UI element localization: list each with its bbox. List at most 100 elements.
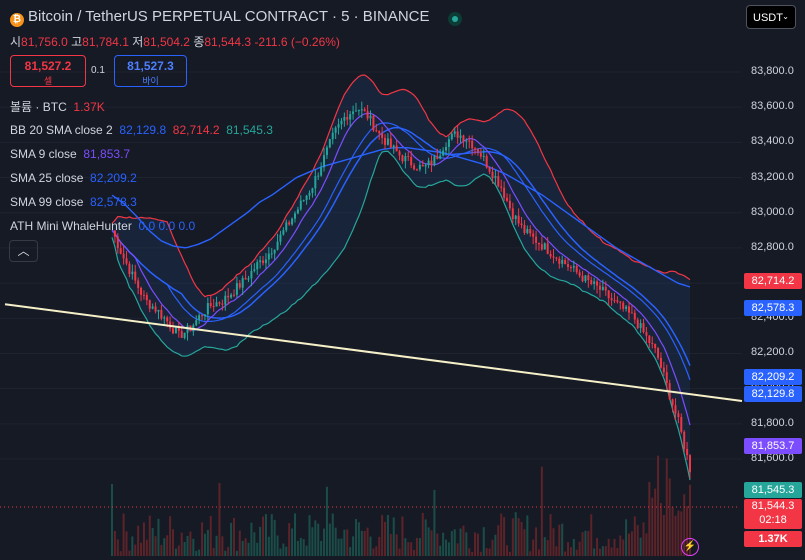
candle-body — [299, 200, 302, 210]
volume-bar — [561, 523, 564, 556]
volume-bar — [433, 489, 436, 556]
candle-body — [384, 137, 387, 145]
volume-bar — [276, 535, 279, 556]
legend-ath-whalehunter[interactable]: ATH Mini WhaleHunter 0.0 0.0 0.0 — [10, 219, 196, 233]
lightning-icon[interactable]: ⚡ — [681, 538, 699, 556]
candle-body — [584, 275, 587, 282]
legend-sma99[interactable]: SMA 99 close 82,578.3 — [10, 195, 137, 209]
volume-bar — [398, 548, 401, 556]
volume-bar — [270, 514, 273, 556]
candle-body — [369, 115, 372, 119]
volume-bar — [209, 515, 212, 556]
volume-bar — [581, 532, 584, 556]
volume-bar — [468, 548, 471, 556]
volume-bar — [288, 523, 291, 556]
volume-bar — [636, 525, 639, 556]
volume-bar — [549, 514, 552, 556]
candle-body — [503, 187, 506, 198]
volume-bar — [378, 536, 381, 556]
volume-bar — [314, 520, 317, 556]
candle-body — [325, 147, 328, 156]
volume-bar — [601, 546, 604, 556]
volume-bar — [363, 530, 366, 556]
volume-bar — [558, 524, 561, 556]
volume-bar — [659, 503, 662, 556]
volume-bar — [625, 519, 628, 556]
volume-bar — [514, 512, 517, 556]
currency-select[interactable]: USDT ⌄ — [746, 5, 796, 29]
volume-bar — [488, 548, 491, 556]
candle-body — [148, 300, 151, 309]
ohlc-readout: 시81,756.0 고81,784.1 저81,504.2 종81,544.3 … — [10, 35, 340, 49]
sell-button[interactable]: 81,527.2 셀 — [10, 55, 86, 87]
candle-body — [183, 332, 186, 338]
legend-sma9[interactable]: SMA 9 close 81,853.7 — [10, 147, 131, 161]
volume-bar — [119, 551, 122, 556]
candle-body — [122, 253, 125, 259]
candle-body — [328, 139, 331, 148]
candle-body — [253, 269, 256, 271]
candle-body — [587, 275, 590, 281]
candle-body — [247, 278, 250, 280]
candle-body — [349, 114, 352, 120]
bitcoin-icon: ₿ — [10, 13, 24, 27]
volume-bar — [628, 533, 631, 556]
y-tick-label: 83,600.0 — [751, 100, 794, 113]
volume-bar — [616, 547, 619, 556]
volume-bar — [122, 513, 125, 556]
candle-body — [517, 215, 520, 224]
legend-bb[interactable]: BB 20 SMA close 2 82,129.8 82,714.2 81,5… — [10, 123, 273, 137]
candle-body — [151, 306, 154, 309]
candle-body — [314, 176, 317, 189]
candle-body — [357, 110, 360, 112]
volume-bar — [526, 515, 529, 556]
volume-bar — [186, 535, 189, 556]
volume-bar — [442, 532, 445, 556]
buy-button[interactable]: 81,527.3 바이 — [114, 55, 187, 87]
candle-body — [552, 256, 555, 258]
candle-body — [410, 156, 413, 166]
volume-bar — [645, 533, 648, 556]
y-tick-label: 83,400.0 — [751, 135, 794, 148]
candle-body — [508, 200, 511, 209]
candle-body — [683, 431, 686, 449]
trendline[interactable] — [4, 303, 743, 402]
volume-bar — [360, 530, 363, 556]
volume-bar — [651, 497, 654, 556]
volume-bar — [142, 522, 145, 556]
candle-body — [680, 417, 683, 432]
volume-bar — [352, 536, 355, 556]
volume-bar — [485, 548, 488, 556]
candle-body — [221, 303, 224, 305]
candle-body — [459, 135, 462, 138]
volume-bar — [134, 544, 137, 556]
candle-body — [305, 195, 308, 201]
candle-body — [630, 312, 633, 314]
volume-bar — [555, 546, 558, 556]
candle-body — [389, 138, 392, 148]
volume-bar — [389, 534, 392, 556]
volume-bar — [206, 529, 209, 556]
candle-body — [131, 271, 134, 275]
volume-bar — [471, 551, 474, 556]
candle-body — [424, 165, 427, 167]
candle-body — [331, 132, 334, 140]
volume-bar — [665, 458, 668, 556]
candle-body — [128, 263, 131, 275]
volume-bar — [689, 484, 691, 556]
candle-body — [163, 317, 166, 319]
volume-bar — [340, 538, 343, 556]
collapse-legend-button[interactable]: ︿ — [9, 240, 38, 262]
candle-body — [645, 332, 648, 336]
candle-body — [520, 223, 523, 226]
volume-bar — [401, 516, 404, 556]
candle-body — [662, 367, 665, 373]
candle-body — [413, 165, 416, 170]
volume-bar — [256, 542, 259, 556]
legend-volume[interactable]: 볼륨 · BTC 1.37K — [10, 100, 105, 114]
legend-sma25[interactable]: SMA 25 close 82,209.2 — [10, 171, 137, 185]
volume-bar — [320, 540, 323, 556]
candle-body — [116, 236, 119, 249]
volume-bar — [657, 455, 660, 556]
